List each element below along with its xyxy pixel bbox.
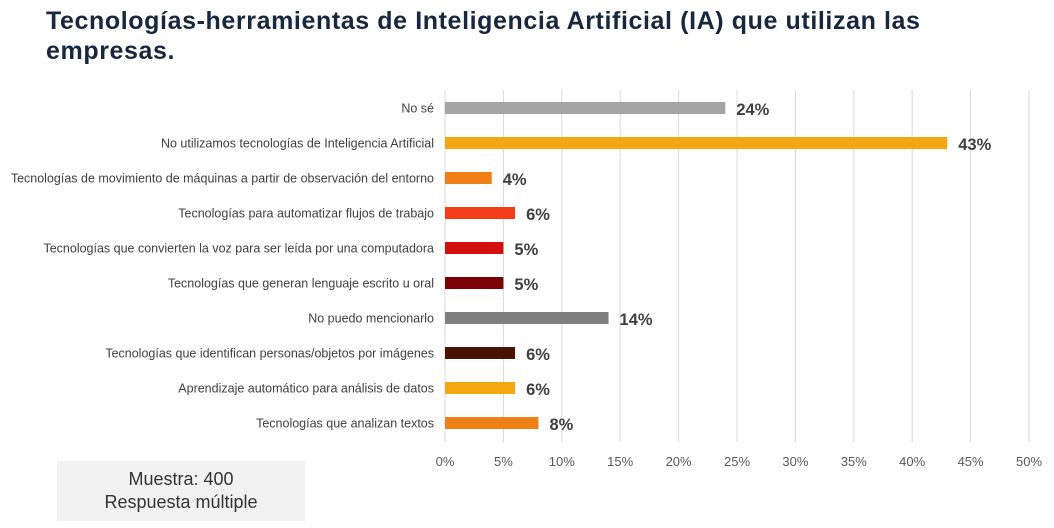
x-axis-ticks: 0% 5% 10% 15% 20% 25% 30% 35% 40% 45% 50% bbox=[436, 454, 1043, 469]
sample-note: Muestra: 400 Respuesta múltiple bbox=[57, 461, 305, 521]
value-label: 14% bbox=[620, 311, 653, 329]
bar bbox=[445, 102, 726, 114]
value-label: 4% bbox=[503, 171, 527, 189]
category-label: No sé bbox=[401, 102, 434, 116]
category-label: Tecnologías para automatizar flujos de t… bbox=[178, 207, 434, 221]
bar bbox=[445, 417, 539, 429]
bar bbox=[445, 207, 516, 219]
value-label: 5% bbox=[514, 276, 538, 294]
category-label: Tecnologías de movimiento de máquinas a … bbox=[11, 172, 434, 186]
x-tick-label: 30% bbox=[782, 454, 808, 469]
x-tick-label: 10% bbox=[549, 454, 575, 469]
chart-title: Tecnologías-herramientas de Inteligencia… bbox=[46, 7, 921, 65]
x-tick-label: 20% bbox=[666, 454, 692, 469]
category-label: No puedo mencionarlo bbox=[308, 312, 434, 326]
bars bbox=[445, 102, 948, 429]
x-tick-label: 40% bbox=[899, 454, 925, 469]
category-label: Aprendizaje automático para análisis de … bbox=[178, 382, 434, 396]
value-label: 5% bbox=[514, 241, 538, 259]
category-label: Tecnologías que convierten la voz para s… bbox=[43, 242, 434, 256]
multiple-response-text: Respuesta múltiple bbox=[104, 492, 258, 512]
category-labels: No sé No utilizamos tecnologías de Inteli… bbox=[11, 102, 434, 431]
x-tick-label: 5% bbox=[494, 454, 513, 469]
bar bbox=[445, 172, 492, 184]
x-tick-label: 45% bbox=[958, 454, 984, 469]
bar bbox=[445, 137, 948, 149]
x-tick-label: 0% bbox=[436, 454, 455, 469]
x-tick-label: 25% bbox=[724, 454, 750, 469]
value-label: 6% bbox=[526, 381, 550, 399]
bar bbox=[445, 312, 609, 324]
category-label: Tecnologías que identifican personas/obj… bbox=[105, 347, 434, 361]
category-label: Tecnologías que generan lenguaje escrito… bbox=[168, 277, 434, 291]
value-label: 43% bbox=[958, 136, 991, 154]
value-label: 6% bbox=[526, 346, 550, 364]
bar bbox=[445, 347, 516, 359]
x-tick-label: 50% bbox=[1016, 454, 1042, 469]
bar bbox=[445, 382, 516, 394]
bar bbox=[445, 277, 504, 289]
bar bbox=[445, 242, 504, 254]
value-label: 8% bbox=[549, 416, 573, 434]
value-label: 24% bbox=[736, 101, 769, 119]
x-tick-label: 35% bbox=[841, 454, 867, 469]
category-label: Tecnologías que analizan textos bbox=[256, 417, 434, 431]
category-label: No utilizamos tecnologías de Inteligenci… bbox=[161, 137, 434, 151]
x-tick-label: 15% bbox=[607, 454, 633, 469]
value-labels: 24% 43% 4% 6% 5% 5% 14% 6% 6% 8% bbox=[503, 101, 992, 434]
sample-size-text: Muestra: 400 bbox=[128, 469, 234, 489]
value-label: 6% bbox=[526, 206, 550, 224]
